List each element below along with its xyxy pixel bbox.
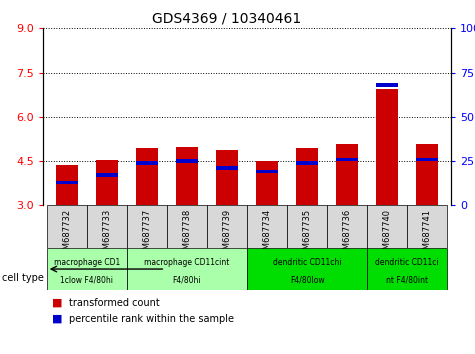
Bar <box>176 159 198 163</box>
Text: cell type: cell type <box>2 273 44 283</box>
Text: nt F4/80int: nt F4/80int <box>386 275 428 284</box>
Text: GSM687735: GSM687735 <box>303 209 312 260</box>
Text: transformed count: transformed count <box>69 298 160 308</box>
Title: GDS4369 / 10340461: GDS4369 / 10340461 <box>152 12 301 26</box>
Bar <box>96 160 118 205</box>
Text: percentile rank within the sample: percentile rank within the sample <box>69 314 234 324</box>
Bar <box>336 158 358 161</box>
Text: 1clow F4/80hi: 1clow F4/80hi <box>60 275 114 284</box>
Bar <box>96 173 118 177</box>
Text: GSM687737: GSM687737 <box>142 209 152 260</box>
Bar <box>56 166 78 205</box>
Bar <box>127 248 247 290</box>
Text: ■: ■ <box>52 314 63 324</box>
Bar <box>136 161 158 165</box>
Bar <box>127 205 167 248</box>
Bar <box>47 248 127 290</box>
Bar <box>256 170 278 173</box>
Text: F4/80hi: F4/80hi <box>172 275 201 284</box>
Text: dendritic CD11chi: dendritic CD11chi <box>273 258 342 267</box>
Bar <box>256 161 278 205</box>
Bar <box>376 83 398 87</box>
Bar <box>247 205 287 248</box>
Text: GSM687740: GSM687740 <box>383 209 392 260</box>
Bar <box>56 181 78 184</box>
Text: GSM687733: GSM687733 <box>102 209 111 260</box>
Text: dendritic CD11ci: dendritic CD11ci <box>375 258 439 267</box>
Text: GSM687734: GSM687734 <box>263 209 272 260</box>
Text: F4/80low: F4/80low <box>290 275 324 284</box>
Bar <box>216 166 238 170</box>
Bar <box>327 205 367 248</box>
Text: ■: ■ <box>52 298 63 308</box>
Bar <box>287 205 327 248</box>
Bar <box>296 148 318 205</box>
Text: GSM687732: GSM687732 <box>62 209 71 260</box>
Bar <box>416 144 438 205</box>
Bar <box>216 150 238 205</box>
Text: macrophage CD11cint: macrophage CD11cint <box>144 258 229 267</box>
Text: GSM687741: GSM687741 <box>423 209 432 260</box>
Text: GSM687739: GSM687739 <box>222 209 231 260</box>
Bar <box>367 248 447 290</box>
Bar <box>176 147 198 205</box>
Bar <box>207 205 247 248</box>
Bar <box>367 205 407 248</box>
Text: macrophage CD1: macrophage CD1 <box>54 258 120 267</box>
Text: GSM687738: GSM687738 <box>182 209 191 260</box>
Bar <box>247 248 367 290</box>
Bar <box>376 89 398 205</box>
Bar <box>167 205 207 248</box>
Bar <box>296 161 318 165</box>
Bar <box>47 205 87 248</box>
Bar <box>136 148 158 205</box>
Bar <box>407 205 447 248</box>
Bar <box>416 158 438 161</box>
Bar <box>336 144 358 205</box>
Bar <box>87 205 127 248</box>
Text: GSM687736: GSM687736 <box>342 209 352 260</box>
